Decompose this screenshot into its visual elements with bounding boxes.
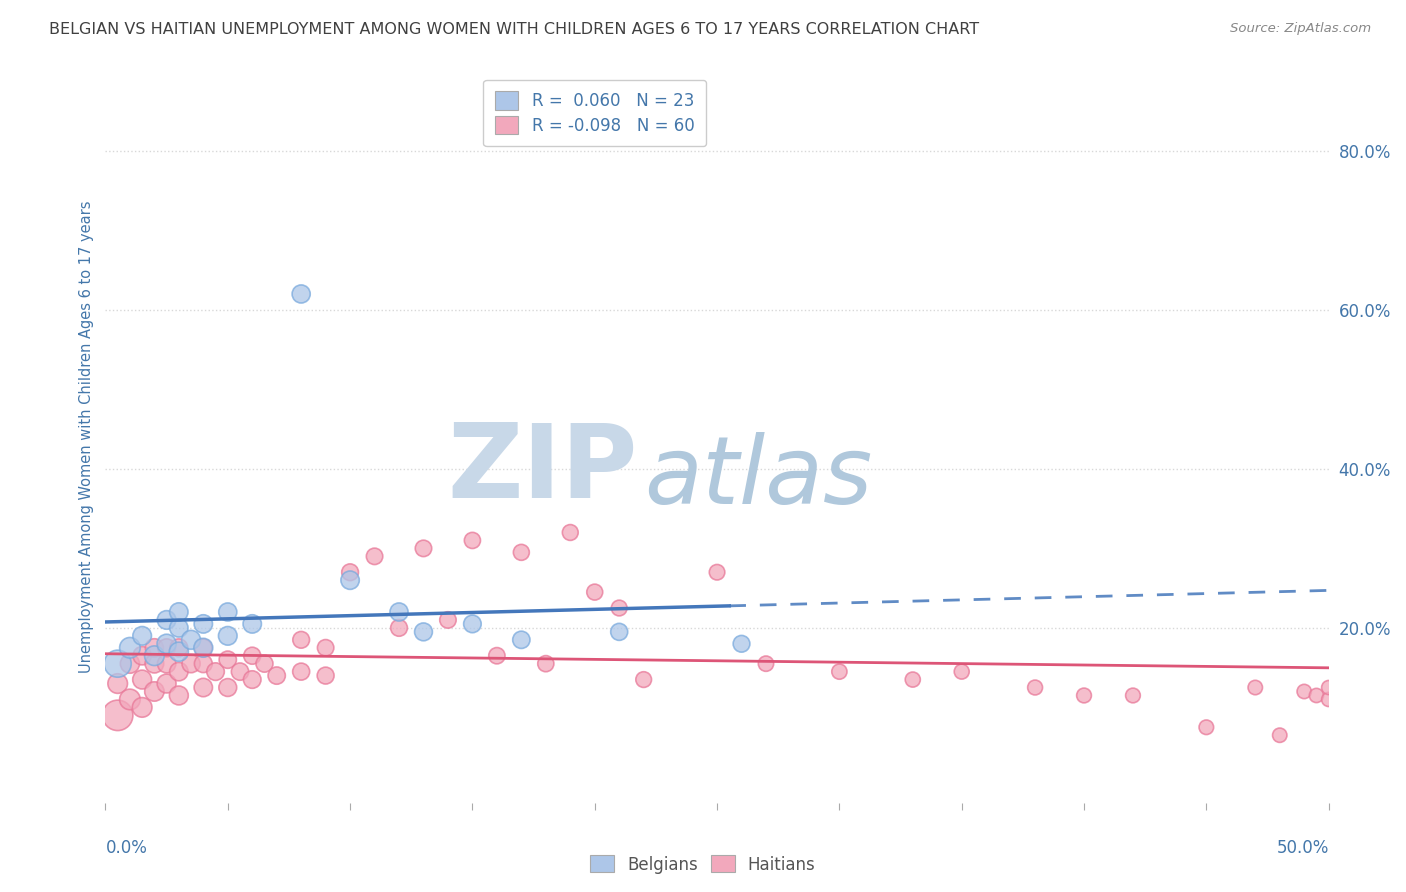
Point: [107, 657, 129, 671]
Point: [339, 573, 361, 587]
Point: [193, 681, 215, 695]
Point: [143, 640, 166, 655]
Point: [167, 621, 190, 635]
Point: [607, 624, 630, 639]
Point: [412, 624, 434, 639]
Point: [290, 665, 312, 679]
Point: [217, 629, 239, 643]
Point: [290, 632, 312, 647]
Point: [167, 665, 190, 679]
Point: [217, 681, 239, 695]
Point: [1244, 681, 1267, 695]
Point: [167, 645, 190, 659]
Point: [1294, 684, 1316, 698]
Point: [193, 616, 215, 631]
Point: [560, 525, 582, 540]
Point: [485, 648, 508, 663]
Point: [180, 657, 202, 671]
Point: [339, 566, 361, 580]
Point: [510, 545, 533, 559]
Point: [118, 640, 141, 655]
Point: [730, 637, 752, 651]
Point: [828, 665, 851, 679]
Point: [118, 657, 141, 671]
Point: [534, 657, 557, 671]
Point: [461, 616, 484, 631]
Point: [1305, 689, 1327, 703]
Point: [107, 708, 129, 723]
Point: [1024, 681, 1046, 695]
Point: [167, 640, 190, 655]
Point: [156, 657, 179, 671]
Point: [363, 549, 385, 564]
Point: [143, 648, 166, 663]
Point: [1122, 689, 1144, 703]
Point: [193, 640, 215, 655]
Point: [167, 689, 190, 703]
Y-axis label: Unemployment Among Women with Children Ages 6 to 17 years: Unemployment Among Women with Children A…: [79, 201, 94, 673]
Point: [950, 665, 973, 679]
Text: atlas: atlas: [644, 432, 872, 523]
Point: [240, 648, 263, 663]
Point: [131, 700, 153, 714]
Text: 0.0%: 0.0%: [105, 839, 148, 857]
Point: [437, 613, 460, 627]
Point: [253, 657, 276, 671]
Point: [131, 673, 153, 687]
Text: Source: ZipAtlas.com: Source: ZipAtlas.com: [1230, 22, 1371, 36]
Point: [229, 665, 252, 679]
Legend: Belgians, Haitians: Belgians, Haitians: [582, 847, 824, 882]
Point: [193, 640, 215, 655]
Point: [706, 566, 728, 580]
Point: [131, 629, 153, 643]
Point: [315, 668, 337, 682]
Point: [607, 601, 630, 615]
Point: [118, 692, 141, 706]
Point: [901, 673, 924, 687]
Point: [1268, 728, 1291, 742]
Point: [1317, 692, 1340, 706]
Point: [583, 585, 606, 599]
Point: [156, 640, 179, 655]
Point: [290, 287, 312, 301]
Point: [204, 665, 226, 679]
Point: [461, 533, 484, 548]
Point: [143, 684, 166, 698]
Point: [266, 668, 288, 682]
Text: BELGIAN VS HAITIAN UNEMPLOYMENT AMONG WOMEN WITH CHILDREN AGES 6 TO 17 YEARS COR: BELGIAN VS HAITIAN UNEMPLOYMENT AMONG WO…: [49, 22, 980, 37]
Point: [510, 632, 533, 647]
Point: [388, 621, 411, 635]
Point: [217, 605, 239, 619]
Point: [107, 676, 129, 690]
Point: [131, 648, 153, 663]
Point: [1195, 720, 1218, 734]
Point: [156, 676, 179, 690]
Point: [156, 613, 179, 627]
Point: [180, 632, 202, 647]
Legend: R =  0.060   N = 23, R = -0.098   N = 60: R = 0.060 N = 23, R = -0.098 N = 60: [484, 79, 706, 146]
Point: [240, 616, 263, 631]
Point: [1073, 689, 1095, 703]
Point: [633, 673, 655, 687]
Point: [143, 657, 166, 671]
Text: 50.0%: 50.0%: [1277, 839, 1329, 857]
Point: [217, 653, 239, 667]
Point: [755, 657, 778, 671]
Point: [167, 605, 190, 619]
Point: [412, 541, 434, 556]
Point: [1317, 681, 1340, 695]
Point: [193, 657, 215, 671]
Point: [388, 605, 411, 619]
Point: [315, 640, 337, 655]
Point: [156, 637, 179, 651]
Text: ZIP: ZIP: [447, 419, 637, 521]
Point: [240, 673, 263, 687]
